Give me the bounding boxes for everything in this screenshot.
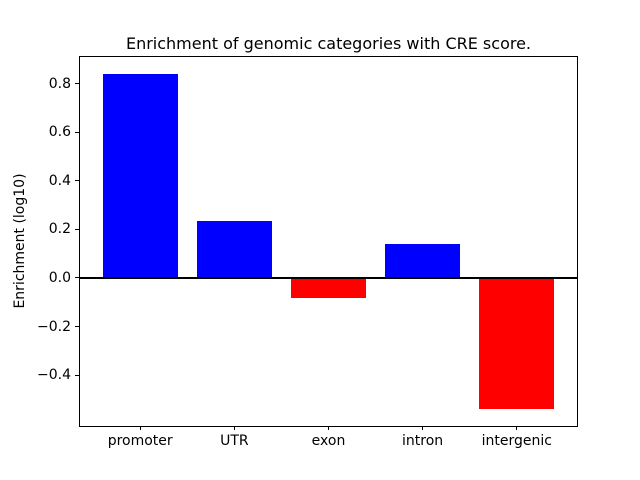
y-tick-label: 0.6 [48, 124, 71, 141]
x-tick-label-intron: intron [402, 433, 444, 449]
y-tick-label: −0.4 [37, 367, 71, 383]
bar-UTR [196, 220, 272, 278]
bar-intron [385, 243, 461, 278]
bar-intergenic [479, 277, 555, 409]
x-tick-label-promoter: promoter [107, 433, 173, 449]
y-tick-label: 0.8 [48, 75, 71, 92]
x-tick-UTR [233, 426, 235, 430]
x-tick-label-intergenic: intergenic [481, 433, 552, 449]
y-tick-label: 0.4 [48, 172, 71, 189]
zero-line [80, 276, 577, 279]
y-tick [75, 277, 79, 279]
y-tick-label: 0.2 [48, 221, 71, 238]
y-tick [75, 326, 79, 327]
chart-title: Enrichment of genomic categories with CR… [125, 34, 532, 53]
x-tick-label-exon: exon [311, 433, 346, 449]
x-tick-intron [422, 426, 424, 430]
y-tick [75, 228, 79, 230]
bar-exon [290, 277, 367, 299]
y-tick [75, 131, 79, 133]
x-tick-promoter [139, 426, 141, 430]
bar-promoter [102, 74, 178, 278]
y-axis-label: Enrichment (log10) [12, 173, 28, 309]
y-tick-label: 0.0 [48, 269, 71, 286]
x-tick-intergenic [516, 426, 518, 430]
y-tick [75, 180, 79, 182]
plot-area [79, 56, 578, 427]
x-tick-exon [328, 426, 329, 430]
y-tick [75, 374, 79, 376]
x-tick-label-UTR: UTR [220, 433, 249, 449]
y-tick-label: −0.2 [37, 318, 71, 335]
y-tick [75, 83, 79, 85]
